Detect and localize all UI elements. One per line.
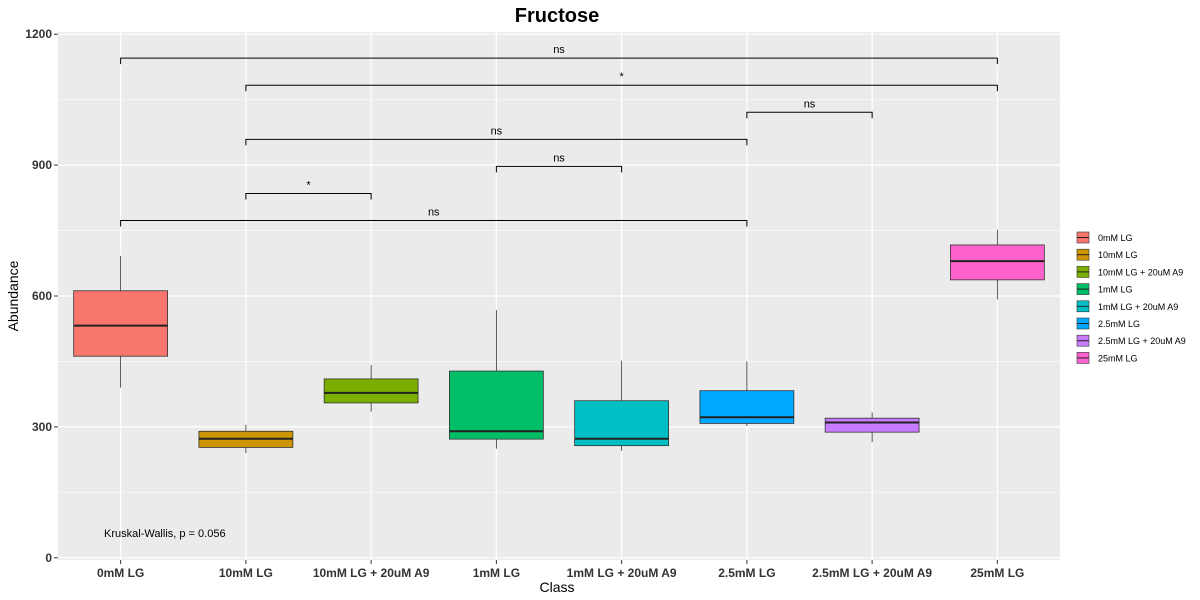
legend-label: 0mM LG <box>1098 233 1133 243</box>
significance-label: * <box>619 71 624 83</box>
comparison-bracket: ns <box>245 125 748 146</box>
legend: 0mM LG 10mM LG 10mM LG + 20uM A9 1mM LG 1mM … <box>1076 231 1186 364</box>
significance-label: ns <box>804 98 816 110</box>
legend-label: 2.5mM LG + 20uM A9 <box>1098 336 1186 346</box>
x-tick-label: 2.5mM LG <box>718 566 775 580</box>
significance-label: * <box>306 179 311 191</box>
comparison-bracket: ns <box>120 207 748 227</box>
box-6 <box>824 412 920 443</box>
legend-label: 10mM LG + 20uM A9 <box>1098 267 1183 277</box>
bracket-line <box>245 192 372 200</box>
legend-item: 1mM LG <box>1076 283 1133 295</box>
y-tick-label: 900 <box>32 158 52 172</box>
legend-item: 25mM LG <box>1076 352 1138 364</box>
significance-label: ns <box>491 125 503 137</box>
bracket-line <box>120 57 998 65</box>
box-rect <box>824 417 920 433</box>
comparison-bracket: ns <box>746 98 873 119</box>
y-tick-label: 0 <box>45 551 52 565</box>
y-axis-title: Abundance <box>5 260 21 331</box>
bracket-line <box>120 220 748 227</box>
y-axis: 0 300 600 900 1200 <box>25 27 58 565</box>
legend-item: 0mM LG <box>1076 231 1133 244</box>
x-axis-title: Class <box>539 579 574 595</box>
comparison-bracket: * <box>245 179 372 200</box>
box-5 <box>699 361 795 427</box>
box-2 <box>323 364 419 412</box>
bracket-line <box>495 165 623 173</box>
box-1 <box>198 424 294 454</box>
legend-label: 1mM LG <box>1098 285 1133 295</box>
legend-label: 1mM LG + 20uM A9 <box>1098 302 1178 312</box>
box-rect <box>323 378 419 404</box>
legend-label: 2.5mM LG <box>1098 319 1140 329</box>
bracket-line <box>245 138 748 146</box>
box-0 <box>73 255 168 388</box>
box-rect <box>699 390 795 424</box>
x-tick-label: 2.5mM LG + 20uM A9 <box>812 566 932 580</box>
legend-item: 10mM LG + 20uM A9 <box>1076 266 1183 278</box>
x-tick-label: 1mM LG + 20uM A9 <box>567 566 677 580</box>
x-axis: 0mM LG 10mM LG 10mM LG + 20uM A9 1mM LG 1mM … <box>97 560 1024 580</box>
legend-item: 2.5mM LG <box>1076 317 1140 330</box>
chart-title: Fructose <box>515 5 599 27</box>
x-tick-label: 0mM LG <box>97 566 144 580</box>
comparison-bracket: * <box>245 71 998 92</box>
y-tick-label: 1200 <box>25 27 52 41</box>
box-rect <box>73 290 168 357</box>
box-7 <box>950 229 1045 300</box>
comparison-bracket: ns <box>120 44 998 65</box>
y-tick-label: 600 <box>32 289 52 303</box>
legend-label: 10mM LG <box>1098 250 1138 260</box>
x-tick-label: 1mM LG <box>473 566 520 580</box>
legend-item: 10mM LG <box>1076 248 1138 261</box>
y-tick-label: 300 <box>32 420 52 434</box>
box-3 <box>449 309 544 449</box>
legend-item: 1mM LG + 20uM A9 <box>1076 300 1178 313</box>
box-rect <box>950 244 1045 281</box>
x-tick-label: 10mM LG + 20uM A9 <box>313 566 430 580</box>
significance-label: ns <box>428 207 440 219</box>
box-rect <box>449 370 544 440</box>
boxes <box>73 229 1045 454</box>
kruskal-wallis-annotation: Kruskal-Wallis, p = 0.056 <box>104 528 226 540</box>
legend-item: 2.5mM LG + 20uM A9 <box>1076 334 1186 347</box>
comparison-bracket: ns <box>495 152 623 173</box>
x-tick-label: 10mM LG <box>219 566 273 580</box>
bracket-line <box>245 84 998 92</box>
x-tick-label: 25mM LG <box>970 566 1024 580</box>
box-4 <box>574 360 669 451</box>
significance-brackets: ns * ns ns ns * ns <box>120 44 998 227</box>
significance-label: ns <box>553 152 565 164</box>
bracket-line <box>746 111 873 119</box>
significance-label: ns <box>553 44 565 56</box>
legend-label: 25mM LG <box>1098 353 1138 363</box>
